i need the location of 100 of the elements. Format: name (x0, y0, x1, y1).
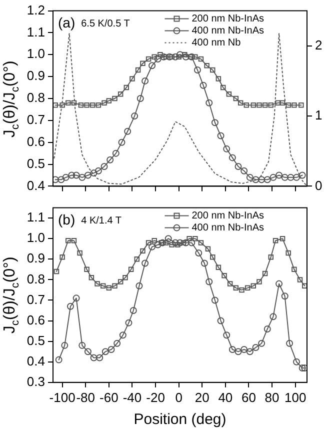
point (90, 102, 96, 108)
y2-tick-label: 1 (315, 108, 322, 123)
point (195, 249, 202, 256)
point (112, 96, 118, 102)
x-tick-label: 20 (194, 390, 210, 405)
x-tick-label: 100 (284, 390, 306, 405)
x-tick-label: 0 (175, 390, 182, 405)
point (240, 167, 248, 174)
x-tick-label: -40 (122, 390, 142, 405)
point (286, 102, 291, 108)
point (96, 354, 104, 362)
point (114, 340, 121, 347)
point (302, 283, 307, 288)
point (250, 102, 256, 108)
point (262, 270, 268, 276)
point (217, 132, 224, 140)
point (239, 287, 244, 293)
point (297, 277, 303, 282)
point (210, 254, 216, 260)
point (154, 241, 162, 248)
point (180, 240, 186, 246)
point (298, 102, 304, 108)
point (166, 53, 174, 60)
point (53, 102, 58, 108)
y-tick-label: 0.9 (26, 68, 45, 84)
point (84, 172, 92, 179)
point (258, 176, 266, 184)
point (106, 156, 114, 164)
x-tick-label: 40 (218, 390, 233, 405)
point (130, 76, 135, 82)
point (84, 348, 92, 356)
point (198, 56, 204, 62)
y-tick-label: 0.6 (26, 134, 45, 149)
point (84, 266, 90, 272)
point (268, 102, 274, 108)
point (268, 254, 274, 260)
point (136, 95, 144, 102)
point (222, 272, 227, 278)
y-tick-label: 0.5 (26, 332, 45, 348)
point (293, 174, 300, 181)
point (223, 145, 230, 152)
point (234, 162, 242, 170)
annotation: 4 K/1.4 T (81, 216, 122, 227)
y-tick-label: 0.4 (26, 178, 45, 193)
point (192, 236, 198, 242)
y-tick-label: 0.6 (26, 312, 45, 328)
point (94, 281, 100, 286)
point (281, 174, 288, 181)
point (169, 242, 174, 248)
point (198, 240, 204, 246)
point (186, 236, 192, 242)
point (125, 319, 132, 326)
x-tick-label: 60 (242, 390, 256, 405)
point (142, 260, 149, 267)
legend-label: 200 nm Nb-InAs (192, 14, 264, 25)
point (280, 100, 286, 106)
point (234, 348, 242, 356)
y-tick-label: 0.3 (26, 374, 45, 389)
point (131, 112, 138, 120)
point (292, 266, 297, 272)
point (226, 91, 232, 97)
point (140, 60, 146, 66)
point (124, 128, 132, 135)
point (172, 53, 179, 60)
point (118, 279, 124, 284)
point (96, 102, 102, 108)
y-tick-label: 0.8 (26, 271, 45, 286)
point (276, 172, 283, 179)
point (211, 119, 218, 126)
point (160, 53, 168, 60)
y-tick-label: 1.0 (26, 46, 45, 62)
point (60, 102, 65, 108)
point (88, 275, 94, 280)
point (54, 268, 60, 274)
point (256, 102, 262, 108)
point (287, 174, 294, 181)
point (246, 348, 254, 356)
point (275, 100, 280, 106)
point (204, 62, 210, 68)
point (272, 238, 278, 244)
point (298, 172, 306, 179)
y-tick-label: 0.5 (26, 156, 45, 171)
point (53, 176, 59, 184)
point (220, 84, 226, 90)
y-tick-label: 1.1 (26, 24, 45, 40)
point (176, 239, 184, 246)
legend-label: 400 nm Nb (192, 38, 242, 49)
point (146, 240, 152, 246)
point (206, 99, 213, 106)
point (228, 346, 236, 354)
point (223, 332, 230, 339)
point (169, 54, 174, 60)
point (60, 254, 65, 260)
point (130, 307, 137, 314)
point (106, 285, 112, 291)
point (94, 167, 102, 174)
point (77, 250, 82, 256)
point (102, 348, 109, 356)
point (298, 364, 306, 372)
point (264, 325, 271, 332)
